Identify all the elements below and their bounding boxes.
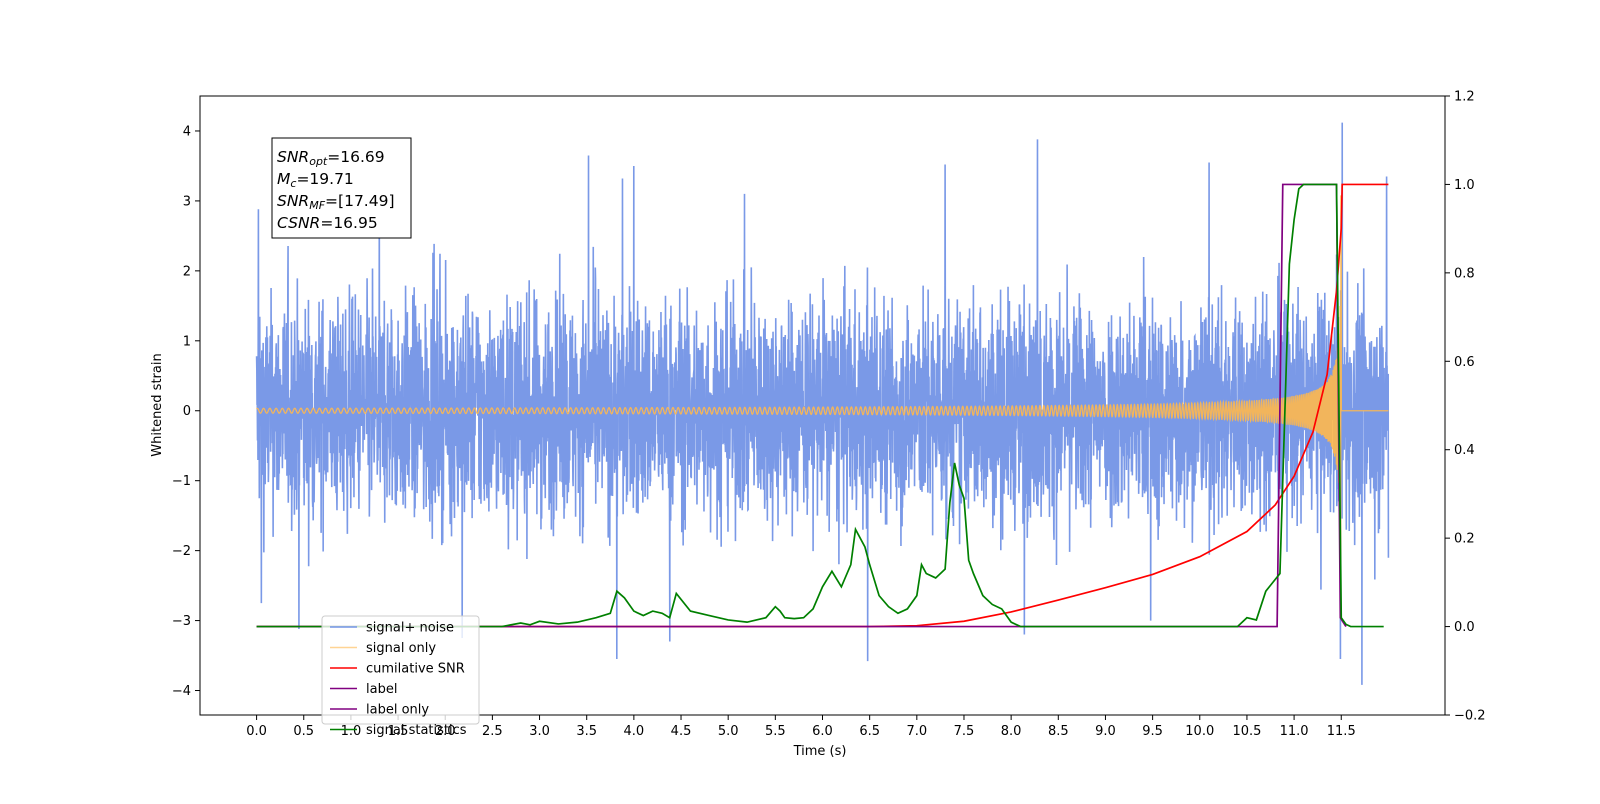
x-tick-label: 4.0 <box>624 724 645 739</box>
y-tick-label: 3 <box>183 194 191 209</box>
y2-tick-label: 0.4 <box>1454 443 1475 458</box>
x-axis-label: Time (s) <box>793 744 847 759</box>
legend: signal+ noise signal only cumilative SNR la… <box>321 615 480 738</box>
legend-label: label <box>366 682 397 697</box>
x-tick-label: 2.5 <box>482 724 503 739</box>
x-tick-label: 11.5 <box>1327 724 1356 739</box>
x-tick-label: 7.0 <box>906 724 927 739</box>
signal-only-series <box>256 195 1389 569</box>
y-tick-label: −1 <box>172 474 191 489</box>
legend-label: cumilative SNR <box>366 662 465 677</box>
right-axis-series <box>256 183 1389 628</box>
y-tick-label: 0 <box>183 404 191 419</box>
x-tick-label: 8.0 <box>1001 724 1022 739</box>
x-tick-label: 1.5 <box>388 724 409 739</box>
y-tick-label: −3 <box>172 614 191 629</box>
annotation-line: Mc=19.71 <box>277 170 354 190</box>
y2-tick-label: 0.8 <box>1454 266 1475 281</box>
x-tick-label: 11.0 <box>1280 724 1309 739</box>
y2-tick-label: 0.0 <box>1454 620 1475 635</box>
annotation-line: CSNR=16.95 <box>277 214 378 232</box>
x-tick-label: 6.0 <box>812 724 833 739</box>
x-tick-label: 2.0 <box>435 724 456 739</box>
legend-label: signal only <box>366 641 436 656</box>
legend-label: signal+ noise <box>366 621 454 636</box>
signal-statistics-line <box>256 183 1384 628</box>
y-axis-label: Whitened strain <box>150 353 165 456</box>
x-tick-label: 1.0 <box>341 724 362 739</box>
x-tick-label: 0.5 <box>293 724 314 739</box>
cumilative-snr-line <box>256 183 1389 628</box>
x-tick-label: 9.0 <box>1095 724 1116 739</box>
annotation-line: SNRMF=[17.49] <box>277 192 395 212</box>
signal-noise-series <box>255 122 1390 685</box>
x-tick-label: 10.0 <box>1185 724 1214 739</box>
y-tick-label: 4 <box>183 124 191 139</box>
y2-tick-label: −0.2 <box>1454 709 1486 724</box>
x-tick-label: 9.5 <box>1142 724 1163 739</box>
annotation-line: SNRopt=16.69 <box>277 148 385 168</box>
x-tick-label: 10.5 <box>1232 724 1261 739</box>
y-tick-label: −4 <box>172 684 191 699</box>
y-axis-right: −0.2 0.0 0.2 0.4 0.6 0.8 1.0 1.2 <box>1445 90 1486 724</box>
y2-tick-label: 1.0 <box>1454 178 1475 193</box>
y-tick-label: −2 <box>172 544 191 559</box>
x-tick-label: 3.0 <box>529 724 550 739</box>
legend-label: label only <box>366 703 429 718</box>
legend-frame <box>321 615 480 725</box>
annotation-frame <box>271 137 412 239</box>
plot-area <box>255 122 1390 685</box>
x-tick-label: 3.5 <box>576 724 597 739</box>
y-tick-label: 2 <box>183 264 191 279</box>
x-tick-label: 0.0 <box>246 724 267 739</box>
y2-tick-label: 1.2 <box>1454 90 1475 105</box>
x-tick-label: 5.5 <box>765 724 786 739</box>
x-tick-label: 7.5 <box>954 724 975 739</box>
x-tick-label: 4.5 <box>671 724 692 739</box>
signal-noise-line <box>255 122 1390 685</box>
x-tick-label: 6.5 <box>859 724 880 739</box>
y2-tick-label: 0.6 <box>1454 355 1475 370</box>
x-tick-label: 8.5 <box>1048 724 1069 739</box>
y2-tick-label: 0.2 <box>1454 532 1475 547</box>
legend-label: signal statistics <box>366 723 467 738</box>
y-tick-label: 1 <box>183 334 191 349</box>
x-tick-label: 5.0 <box>718 724 739 739</box>
y-axis-left: −4 −3 −2 −1 0 1 2 3 4 <box>172 124 200 699</box>
x-axis: 0.0 0.5 1.0 1.5 2.0 2.5 3.0 3.5 4.0 4.5 5.0 5.5 6.0 6… <box>246 715 1356 739</box>
signal-only-line <box>256 195 1389 569</box>
